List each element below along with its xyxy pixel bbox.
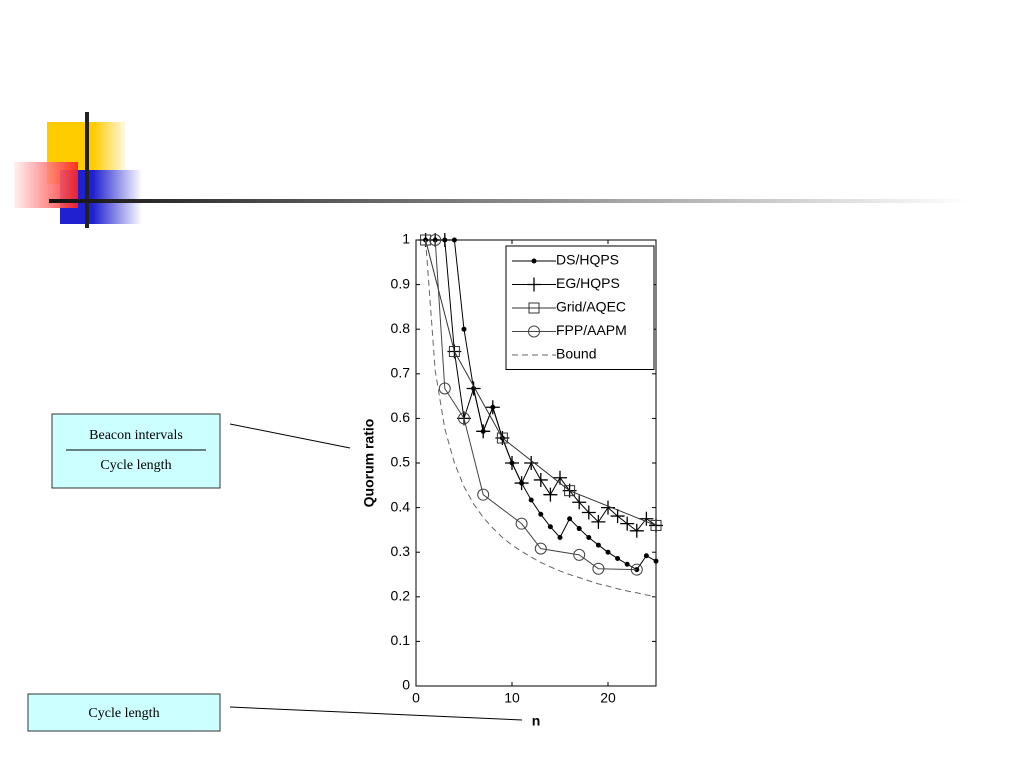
annotation-box — [51, 413, 221, 489]
annotation-text: Cycle length — [88, 706, 159, 721]
marker-plus — [437, 233, 452, 247]
marker-plus — [620, 516, 635, 531]
legend-label: Grid/AQEC — [556, 299, 626, 315]
legend-label: EG/HQPS — [556, 275, 620, 291]
logo — [14, 112, 969, 228]
marker-dot — [605, 549, 611, 555]
marker-plus — [524, 456, 539, 470]
annotation-leader — [229, 423, 351, 449]
annotation-leader — [229, 706, 523, 721]
marker-plus — [553, 470, 567, 485]
marker-dot — [528, 497, 534, 503]
y-tick-label: 0.4 — [391, 498, 411, 514]
marker-plus — [476, 424, 491, 439]
legend-label: Bound — [556, 346, 596, 362]
marker-plus — [629, 523, 644, 538]
y-tick-label: 0.6 — [391, 409, 411, 425]
series-line — [425, 239, 657, 598]
legend-marker — [528, 302, 540, 314]
marker-square — [564, 485, 576, 497]
x-tick-label: 10 — [504, 690, 520, 706]
annotation-denominator: Cycle length — [100, 458, 171, 473]
marker-plus — [581, 505, 596, 520]
legend-marker — [527, 277, 541, 292]
marker-plus — [485, 400, 500, 415]
marker-circle — [429, 234, 442, 246]
x-tick-label: 20 — [600, 690, 616, 706]
x-axis-label: n — [532, 713, 541, 729]
marker-plus — [591, 514, 606, 529]
legend-marker — [531, 258, 537, 264]
marker-dot — [576, 526, 582, 532]
marker-dot — [461, 326, 467, 332]
y-tick-label: 0 — [402, 677, 410, 693]
marker-square — [496, 432, 508, 444]
marker-square — [448, 346, 460, 357]
legend-label: FPP/AAPM — [556, 322, 627, 338]
marker-circle — [592, 562, 605, 575]
marker-plus — [505, 456, 519, 470]
marker-circle — [438, 382, 451, 395]
marker-circle — [630, 563, 643, 576]
legend-label: DS/HQPS — [556, 252, 619, 268]
marker-dot — [653, 558, 659, 564]
marker-circle — [458, 412, 470, 425]
marker-dot — [586, 534, 592, 540]
marker-dot — [624, 561, 630, 567]
marker-plus — [543, 487, 558, 502]
marker-circle — [534, 542, 547, 555]
marker-dot — [538, 511, 544, 517]
marker-plus — [610, 509, 625, 524]
y-tick-label: 0.8 — [391, 320, 411, 336]
marker-circle — [515, 517, 528, 530]
y-tick-label: 0.2 — [391, 588, 411, 604]
y-tick-label: 0.9 — [391, 275, 411, 291]
marker-dot — [451, 237, 457, 243]
y-tick-label: 1 — [402, 231, 410, 247]
marker-square — [650, 519, 662, 531]
marker-dot — [643, 553, 649, 559]
y-tick-label: 0.7 — [391, 365, 411, 381]
y-tick-label: 0.1 — [391, 632, 411, 648]
marker-plus — [572, 495, 587, 510]
marker-dot — [615, 555, 621, 561]
series-line — [425, 239, 657, 526]
x-tick-label: 0 — [412, 690, 420, 706]
marker-dot — [557, 534, 563, 540]
marker-circle — [477, 488, 490, 501]
marker-plus — [533, 472, 548, 487]
marker-dot — [547, 524, 553, 530]
y-axis-label: Quorum ratio — [361, 419, 377, 508]
legend-marker — [528, 325, 540, 338]
marker-plus — [466, 381, 481, 396]
y-tick-label: 0.5 — [391, 454, 411, 470]
marker-circle — [573, 548, 586, 561]
series-line — [434, 239, 637, 571]
annotation-numerator: Beacon intervals — [89, 428, 183, 443]
marker-dot — [595, 542, 601, 548]
marker-plus — [514, 476, 529, 491]
marker-dot — [567, 516, 573, 522]
y-tick-label: 0.3 — [391, 543, 411, 559]
annotation-box — [27, 693, 221, 732]
marker-plus — [639, 511, 654, 526]
